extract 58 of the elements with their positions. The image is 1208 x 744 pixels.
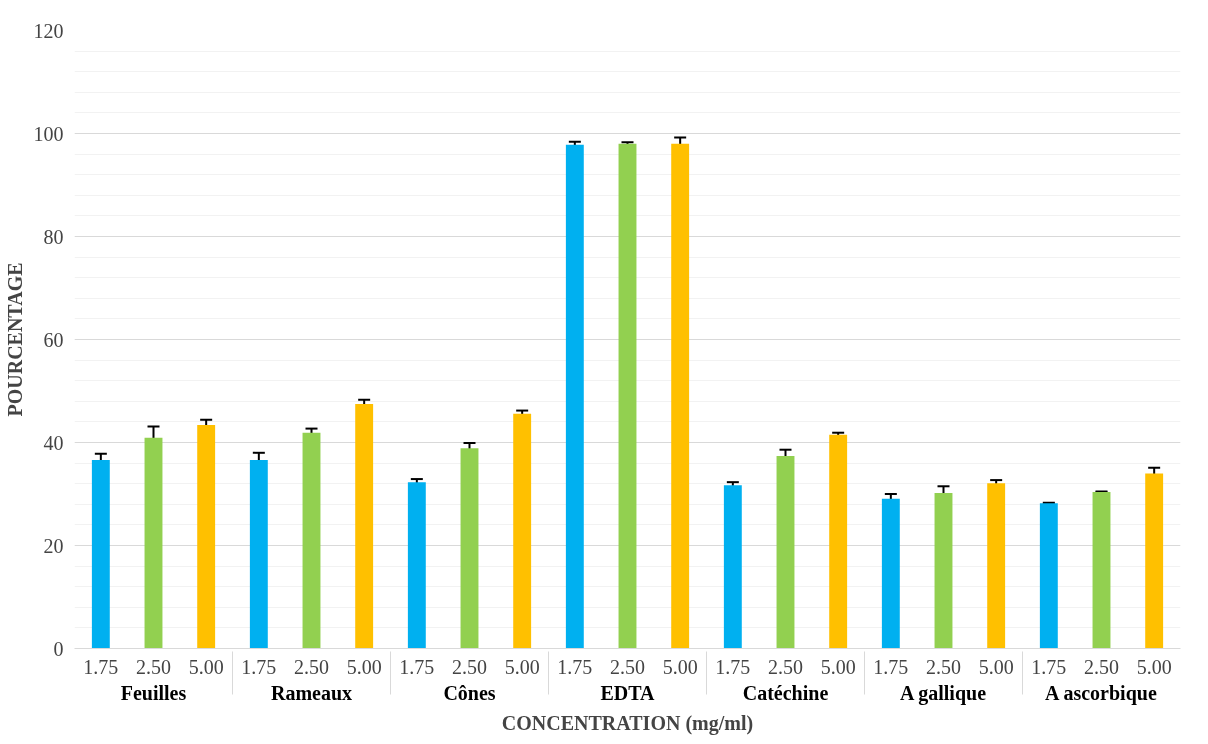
x-tick-label: Cônes (443, 681, 496, 704)
text: 1.75 (83, 655, 119, 678)
x-tick-label: Rameaux (270, 681, 353, 704)
text: 5.00 (662, 655, 698, 678)
bar (1039, 503, 1058, 649)
x-tick-label: A ascorbique (1045, 681, 1157, 705)
bar (618, 143, 637, 649)
text: 5.00 (1136, 655, 1172, 678)
y-tick-label: 80 (43, 225, 64, 248)
y-axis-title: POURCENTAGE (3, 262, 26, 417)
text: 1.75 (715, 655, 751, 678)
y-tick-label: 20 (43, 534, 64, 557)
bar (302, 432, 321, 649)
bar (249, 460, 268, 649)
x-tick-label: Feuilles (120, 681, 187, 704)
bar (355, 403, 374, 649)
bar (723, 485, 742, 649)
y-tick-label: 40 (43, 431, 64, 454)
bar (1092, 491, 1111, 649)
bar (776, 455, 795, 649)
series-label: 1.75 (241, 655, 277, 678)
series-label: 5.00 (346, 655, 382, 678)
y-tick-label: 120 (33, 19, 64, 42)
text: 1.75 (399, 655, 435, 678)
bar (197, 424, 216, 649)
bar (934, 492, 953, 649)
text: 5.00 (188, 655, 224, 678)
y-tick-label: 100 (33, 122, 64, 145)
bar (565, 144, 584, 649)
text: 5.00 (820, 655, 856, 678)
text: 2.50 (452, 655, 487, 678)
text: 2.50 (926, 655, 961, 678)
bar (671, 143, 690, 649)
x-tick-label: A gallique (899, 681, 987, 705)
bar (881, 498, 900, 649)
bar (460, 448, 479, 649)
text: 1.75 (557, 655, 593, 678)
bar (91, 460, 110, 649)
y-tick-label: 60 (43, 328, 64, 351)
series-label: 2.50 (610, 655, 645, 678)
y-tick-label: 0 (53, 637, 64, 660)
bar (513, 413, 532, 649)
bar (829, 434, 848, 649)
text: 5.00 (504, 655, 540, 678)
x-tick-label: Catéchine (742, 681, 829, 704)
text: 2.50 (768, 655, 803, 678)
x-axis-title: CONCENTRATION (mg/ml) (501, 711, 754, 735)
x-tick-label: EDTA (600, 681, 656, 704)
text: 2.50 (1084, 655, 1119, 678)
text: 5.00 (978, 655, 1014, 678)
bar (1145, 473, 1164, 649)
text: 2.50 (294, 655, 329, 678)
text: 1.75 (1031, 655, 1067, 678)
text: 2.50 (136, 655, 171, 678)
bar (987, 483, 1006, 649)
text: 1.75 (873, 655, 909, 678)
bar (144, 437, 163, 649)
bar (407, 482, 426, 649)
